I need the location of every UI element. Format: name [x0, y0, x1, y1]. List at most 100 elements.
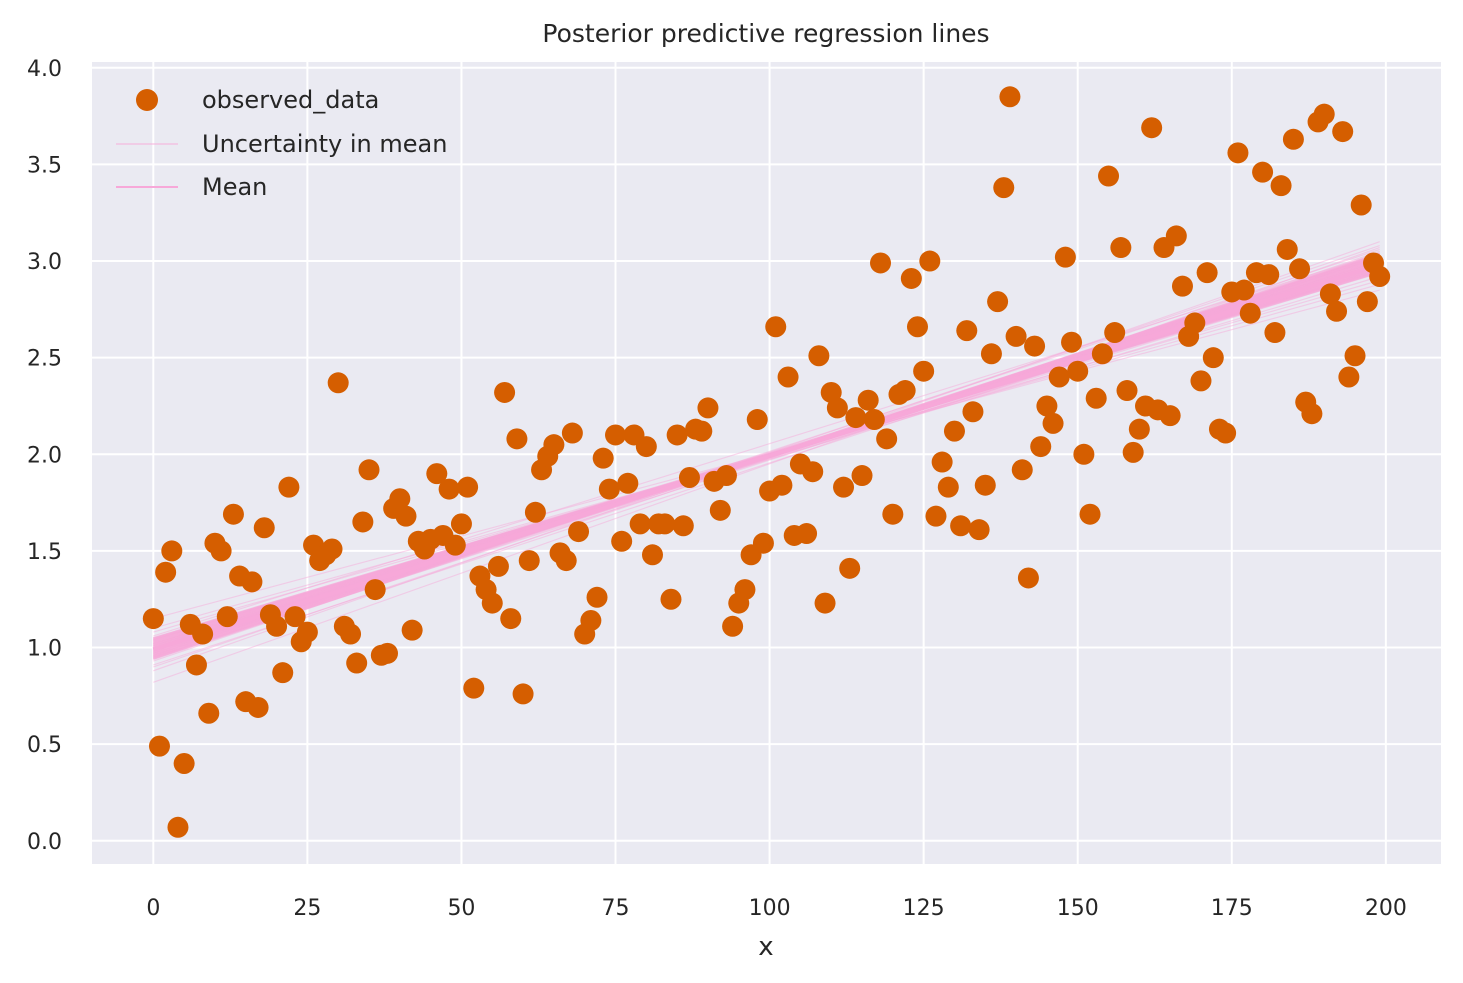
data-point	[198, 702, 220, 724]
data-point	[296, 621, 318, 643]
data-point	[222, 503, 244, 525]
data-point	[241, 571, 263, 593]
data-point	[340, 623, 362, 645]
y-tick-label: 4.0	[27, 57, 62, 82]
data-point	[943, 420, 965, 442]
data-point	[1252, 161, 1274, 183]
data-point	[629, 513, 651, 535]
data-point	[148, 735, 170, 757]
data-point	[1190, 370, 1212, 392]
data-point	[327, 372, 349, 394]
data-point	[1054, 246, 1076, 268]
data-point	[518, 550, 540, 572]
data-point	[1233, 279, 1255, 301]
data-point	[247, 696, 269, 718]
x-tick-label: 25	[293, 896, 321, 921]
data-point	[950, 515, 972, 537]
data-point	[678, 466, 700, 488]
data-point	[635, 436, 657, 458]
data-point	[746, 409, 768, 431]
data-point	[216, 606, 238, 628]
data-point	[592, 447, 614, 469]
data-point	[1282, 128, 1304, 150]
data-point	[987, 291, 1009, 313]
data-point	[395, 505, 417, 527]
legend-label-observed: observed_data	[202, 86, 379, 114]
data-point	[796, 523, 818, 545]
data-point	[358, 459, 380, 481]
data-point	[1141, 117, 1163, 139]
data-point	[617, 472, 639, 494]
data-point	[1202, 347, 1224, 369]
legend-label-uncertainty: Uncertainty in mean	[202, 130, 447, 158]
y-tick-label: 0.0	[27, 830, 62, 855]
data-point	[598, 478, 620, 500]
x-tick-label: 200	[1365, 896, 1407, 921]
data-point	[1017, 567, 1039, 589]
x-tick-label: 75	[602, 896, 630, 921]
data-point	[1098, 165, 1120, 187]
data-point	[1276, 238, 1298, 260]
data-point	[1159, 405, 1181, 427]
data-point	[1196, 262, 1218, 284]
data-point	[1227, 142, 1249, 164]
data-point	[802, 461, 824, 483]
uncertainty-line	[153, 268, 1380, 652]
data-point	[444, 534, 466, 556]
data-point	[697, 397, 719, 419]
data-point	[715, 465, 737, 487]
data-point	[1301, 403, 1323, 425]
data-point	[771, 474, 793, 496]
data-point	[1128, 418, 1150, 440]
data-point	[666, 424, 688, 446]
data-point	[894, 380, 916, 402]
x-axis-label: x	[758, 932, 773, 962]
mean-line-group	[152, 263, 1381, 652]
data-point	[672, 515, 694, 537]
legend-label-mean: Mean	[202, 173, 267, 201]
data-point	[962, 401, 984, 423]
uncertainty-line	[153, 245, 1380, 662]
data-point	[900, 267, 922, 289]
data-point	[605, 424, 627, 446]
data-point	[167, 816, 189, 838]
data-point	[777, 366, 799, 388]
data-point	[765, 316, 787, 338]
data-point	[1079, 503, 1101, 525]
data-point	[1110, 237, 1132, 259]
data-point	[1369, 266, 1391, 288]
x-tick-label: 100	[749, 896, 791, 921]
data-point	[968, 519, 990, 541]
data-point	[580, 610, 602, 632]
data-point	[993, 177, 1015, 199]
y-tick-label: 2.0	[27, 443, 62, 468]
mean-line	[152, 263, 1381, 652]
x-tick-label: 0	[146, 896, 160, 921]
data-point	[1338, 366, 1360, 388]
data-point	[974, 474, 996, 496]
data-point	[346, 652, 368, 674]
y-tick-label: 0.5	[27, 733, 62, 758]
data-point	[555, 550, 577, 572]
data-point	[641, 544, 663, 566]
data-point	[1344, 345, 1366, 367]
y-tick-label: 2.5	[27, 347, 62, 372]
data-point	[1042, 412, 1064, 434]
data-point	[321, 538, 343, 560]
data-point	[956, 320, 978, 342]
data-point	[1067, 360, 1089, 382]
data-point	[722, 615, 744, 637]
data-point	[808, 345, 830, 367]
uncertainty-line	[153, 289, 1380, 620]
data-point	[506, 428, 528, 450]
data-point	[543, 434, 565, 456]
data-point	[1332, 121, 1354, 143]
data-point	[906, 316, 928, 338]
data-point	[586, 586, 608, 608]
data-point	[1091, 343, 1113, 365]
data-point	[734, 579, 756, 601]
data-point	[1048, 366, 1070, 388]
data-point	[266, 615, 288, 637]
data-point	[463, 677, 485, 699]
